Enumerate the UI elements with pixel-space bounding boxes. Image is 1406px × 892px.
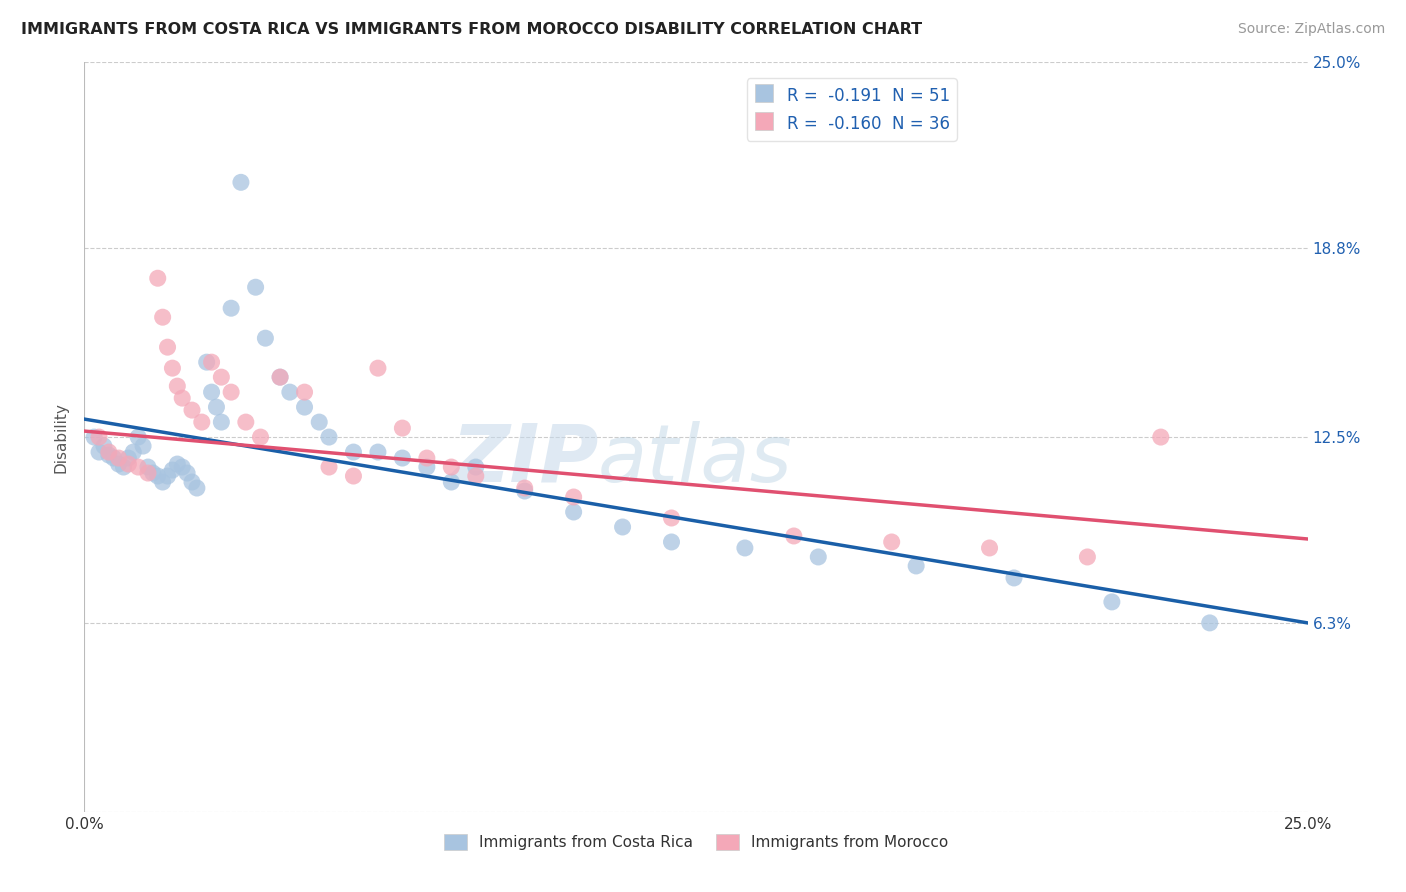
Point bbox=[562, 505, 585, 519]
Point bbox=[440, 460, 463, 475]
Point bbox=[200, 355, 222, 369]
Point bbox=[103, 451, 125, 466]
Text: atlas: atlas bbox=[598, 420, 793, 499]
Text: ZIP: ZIP bbox=[451, 420, 598, 499]
Point bbox=[146, 469, 169, 483]
Point bbox=[416, 460, 439, 475]
Point bbox=[229, 175, 252, 189]
Point bbox=[254, 331, 277, 345]
Point bbox=[464, 460, 486, 475]
Point bbox=[146, 271, 169, 285]
Text: Source: ZipAtlas.com: Source: ZipAtlas.com bbox=[1237, 22, 1385, 37]
Point bbox=[562, 490, 585, 504]
Point bbox=[391, 421, 413, 435]
Point bbox=[200, 385, 222, 400]
Point bbox=[807, 549, 830, 564]
Point bbox=[97, 448, 120, 462]
Point bbox=[318, 460, 340, 475]
Point bbox=[107, 451, 129, 466]
Point bbox=[87, 430, 110, 444]
Point bbox=[117, 457, 139, 471]
Point bbox=[1198, 615, 1220, 630]
Point bbox=[156, 469, 179, 483]
Point bbox=[117, 451, 139, 466]
Point bbox=[783, 529, 806, 543]
Point bbox=[162, 463, 184, 477]
Point bbox=[416, 451, 439, 466]
Text: IMMIGRANTS FROM COSTA RICA VS IMMIGRANTS FROM MOROCCO DISABILITY CORRELATION CHA: IMMIGRANTS FROM COSTA RICA VS IMMIGRANTS… bbox=[21, 22, 922, 37]
Point bbox=[176, 466, 198, 480]
Point bbox=[209, 370, 232, 384]
Point bbox=[97, 445, 120, 459]
Point bbox=[612, 520, 634, 534]
Point bbox=[1150, 430, 1173, 444]
Point bbox=[661, 535, 683, 549]
Point bbox=[205, 400, 228, 414]
Point bbox=[132, 439, 155, 453]
Point bbox=[278, 385, 301, 400]
Point bbox=[166, 379, 188, 393]
Point bbox=[734, 541, 756, 555]
Point bbox=[342, 469, 364, 483]
Point bbox=[245, 280, 267, 294]
Point bbox=[219, 385, 242, 400]
Point bbox=[1076, 549, 1098, 564]
Point bbox=[269, 370, 291, 384]
Point bbox=[391, 451, 413, 466]
Point bbox=[513, 483, 536, 498]
Point bbox=[112, 460, 135, 475]
Point bbox=[880, 535, 903, 549]
Point bbox=[181, 403, 204, 417]
Point bbox=[136, 466, 159, 480]
Point bbox=[172, 391, 194, 405]
Point bbox=[269, 370, 291, 384]
Point bbox=[308, 415, 330, 429]
Point bbox=[235, 415, 257, 429]
Point bbox=[318, 430, 340, 444]
Point bbox=[122, 445, 145, 459]
Point bbox=[181, 475, 204, 489]
Point bbox=[1002, 571, 1025, 585]
Point bbox=[127, 460, 149, 475]
Point bbox=[156, 340, 179, 354]
Point bbox=[294, 385, 316, 400]
Point bbox=[136, 460, 159, 475]
Point bbox=[166, 457, 188, 471]
Point bbox=[191, 415, 214, 429]
Point bbox=[440, 475, 463, 489]
Point bbox=[905, 558, 928, 573]
Point bbox=[979, 541, 1001, 555]
Point bbox=[342, 445, 364, 459]
Point bbox=[142, 466, 165, 480]
Point bbox=[1101, 595, 1123, 609]
Point bbox=[83, 430, 105, 444]
Point bbox=[294, 400, 316, 414]
Point bbox=[195, 355, 218, 369]
Point bbox=[186, 481, 208, 495]
Point bbox=[107, 457, 129, 471]
Point bbox=[162, 361, 184, 376]
Point bbox=[127, 430, 149, 444]
Point bbox=[367, 361, 389, 376]
Y-axis label: Disability: Disability bbox=[53, 401, 69, 473]
Point bbox=[219, 301, 242, 316]
Point bbox=[513, 481, 536, 495]
Point bbox=[661, 511, 683, 525]
Point bbox=[152, 310, 174, 325]
Point bbox=[93, 439, 115, 453]
Point bbox=[152, 475, 174, 489]
Point bbox=[172, 460, 194, 475]
Point bbox=[464, 469, 486, 483]
Point bbox=[87, 445, 110, 459]
Legend: Immigrants from Costa Rica, Immigrants from Morocco: Immigrants from Costa Rica, Immigrants f… bbox=[437, 829, 955, 856]
Point bbox=[209, 415, 232, 429]
Point bbox=[249, 430, 271, 444]
Point bbox=[367, 445, 389, 459]
